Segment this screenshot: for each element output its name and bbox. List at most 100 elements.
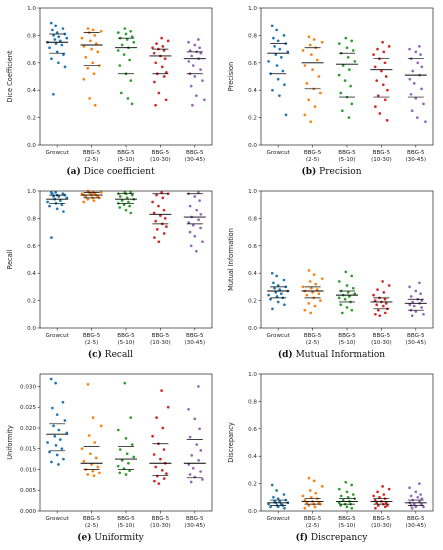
x-tick-label: BBG-5 (2-5) <box>304 150 322 163</box>
data-point <box>374 312 377 316</box>
plot-frame <box>39 7 213 146</box>
data-point <box>191 103 194 107</box>
data-point <box>162 232 166 235</box>
data-point <box>55 453 59 457</box>
data-point <box>151 200 154 204</box>
y-tick-label: 0.010 <box>20 467 36 473</box>
data-point <box>420 65 424 69</box>
data-point <box>187 40 190 44</box>
data-point <box>276 77 280 81</box>
data-point <box>382 493 386 496</box>
x-tick-label-line: BBG-5 <box>338 150 356 156</box>
data-point <box>128 469 131 473</box>
data-point <box>317 75 321 78</box>
data-point <box>376 490 379 494</box>
data-point <box>276 39 280 43</box>
y-tick-label: 0.4 <box>248 88 257 94</box>
x-tick-label: Growcut <box>267 150 291 156</box>
series-2 <box>115 381 137 476</box>
data-point <box>286 50 290 54</box>
data-point <box>155 474 159 478</box>
data-point <box>409 92 413 96</box>
caption-f-text: Discrepancy <box>310 533 368 543</box>
x-tick-label-line: (2-5) <box>306 340 320 346</box>
data-point <box>189 244 193 248</box>
data-point <box>155 228 159 231</box>
data-point <box>82 77 86 81</box>
data-point <box>159 457 162 461</box>
data-point <box>130 35 134 39</box>
data-point <box>189 84 193 88</box>
data-point <box>386 504 389 507</box>
data-point <box>93 441 97 444</box>
data-point <box>419 493 422 496</box>
data-point <box>339 303 343 307</box>
data-point <box>350 39 354 43</box>
x-tick-label-line: (30-45) <box>405 340 426 346</box>
panel-d: 0.0 0.2 0.4 0.6 0.8 1.0 Mutual Information Grow… <box>221 183 442 366</box>
x-tick-label-line: (10-30) <box>150 157 171 163</box>
data-point <box>387 487 391 491</box>
data-point <box>372 293 375 297</box>
x-tick-label-line: BBG-5 <box>373 150 391 156</box>
x-tick-label-line: Growcut <box>267 333 291 339</box>
caption-f-letter: (f) <box>295 533 309 543</box>
data-point <box>419 292 422 296</box>
data-point <box>308 489 312 492</box>
data-point <box>410 314 414 318</box>
data-point <box>160 65 164 69</box>
data-point <box>190 454 194 457</box>
data-point <box>312 479 316 483</box>
data-point <box>193 417 197 421</box>
data-point <box>154 465 158 469</box>
data-point <box>350 308 354 312</box>
data-point <box>270 483 274 487</box>
y-axis-label: Precision <box>227 62 235 91</box>
x-tick-label-line: (2-5) <box>85 340 99 346</box>
x-tick-label: Growcut <box>267 333 291 339</box>
data-point <box>414 505 418 509</box>
data-point <box>63 419 67 422</box>
data-point <box>65 36 69 40</box>
data-point <box>62 210 65 213</box>
x-tick-label-line: (5-10) <box>338 340 355 346</box>
data-point <box>278 47 282 51</box>
data-point <box>91 416 95 419</box>
data-point <box>408 303 412 307</box>
data-point <box>273 45 276 48</box>
x-tick-label-line: (30-45) <box>184 157 205 163</box>
x-tick-label: BBG-5 (5-10) <box>338 150 356 163</box>
series-4 <box>183 38 206 107</box>
y-axis-label: Dice Coefficient <box>6 50 14 102</box>
series-3 <box>149 389 172 485</box>
data-point <box>308 280 312 283</box>
data-point <box>86 27 90 30</box>
data-point <box>86 197 90 201</box>
data-point <box>54 191 57 194</box>
data-point <box>337 487 341 491</box>
data-point <box>418 500 421 503</box>
data-point <box>57 35 61 39</box>
x-tick-label-line: BBG-5 <box>117 333 135 339</box>
data-point <box>152 211 156 215</box>
data-point <box>118 206 122 209</box>
data-point <box>345 306 349 309</box>
data-point <box>311 68 314 71</box>
y-tick-label: 0.025 <box>20 405 36 411</box>
data-point <box>52 34 55 37</box>
data-point <box>411 69 415 73</box>
data-point <box>199 470 202 473</box>
data-point <box>303 308 307 312</box>
series-2 <box>336 36 358 119</box>
data-point <box>51 406 54 410</box>
caption-d-letter: (d) <box>277 350 293 360</box>
data-point <box>166 39 170 43</box>
data-point <box>120 459 124 462</box>
series-4 <box>404 482 427 510</box>
data-point <box>198 199 201 202</box>
data-point <box>130 443 134 446</box>
series-1 <box>80 383 103 478</box>
plot-frame <box>260 190 434 329</box>
data-point <box>353 60 357 63</box>
data-point <box>57 463 60 466</box>
